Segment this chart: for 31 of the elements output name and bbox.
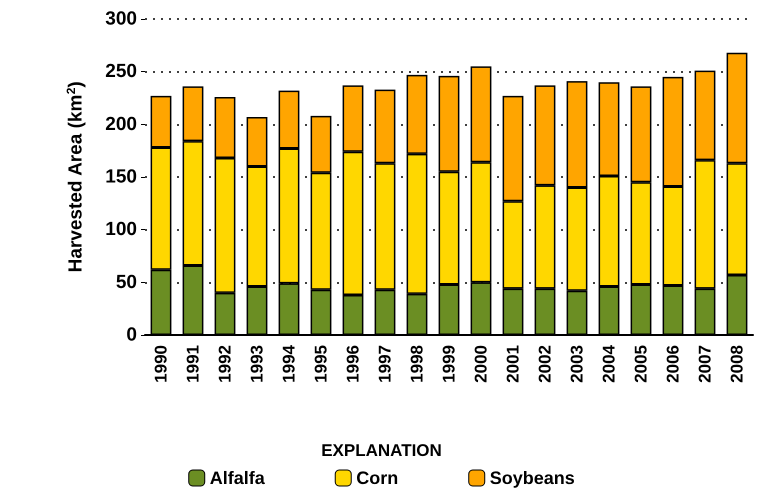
x-tick-label: 2000 bbox=[472, 345, 490, 383]
y-tick-label: 200 bbox=[105, 114, 137, 135]
y-tick-label: 300 bbox=[105, 8, 137, 30]
x-tick-label: 2006 bbox=[664, 345, 682, 383]
y-tick-label: 0 bbox=[126, 324, 137, 346]
y-axis-title: Harvested Area (km2) bbox=[64, 81, 86, 272]
y-tick-label: 150 bbox=[105, 166, 137, 188]
x-tick-label: 2003 bbox=[568, 345, 586, 383]
legend-label: Corn bbox=[356, 468, 398, 488]
y-tick-label: 50 bbox=[116, 272, 137, 293]
x-tick-label: 1990 bbox=[152, 345, 170, 383]
x-tick-label: 2005 bbox=[632, 345, 650, 383]
y-tick-label: 250 bbox=[105, 61, 137, 82]
x-tick-label: 1998 bbox=[408, 345, 426, 383]
x-tick-label: 1997 bbox=[376, 345, 394, 383]
x-tick-label: 1999 bbox=[440, 345, 458, 383]
x-tick-label: 1996 bbox=[344, 345, 362, 383]
x-tick-label: 2007 bbox=[696, 345, 714, 383]
x-tick-label: 2008 bbox=[728, 345, 746, 383]
legend-title: EXPLANATION bbox=[321, 441, 442, 460]
x-tick-label: 2001 bbox=[504, 345, 522, 383]
y-tick-label: 100 bbox=[105, 219, 137, 240]
x-tick-label: 1993 bbox=[248, 345, 266, 383]
x-tick-label: 1994 bbox=[280, 344, 298, 383]
x-tick-label: 2004 bbox=[600, 344, 618, 383]
legend-label: Soybeans bbox=[490, 468, 575, 488]
x-tick-label: 2002 bbox=[536, 345, 554, 383]
legend-label: Alfalfa bbox=[210, 468, 266, 488]
x-tick-label: 1992 bbox=[216, 345, 234, 383]
x-tick-label: 1991 bbox=[184, 345, 202, 383]
x-tick-label: 1995 bbox=[312, 345, 330, 383]
